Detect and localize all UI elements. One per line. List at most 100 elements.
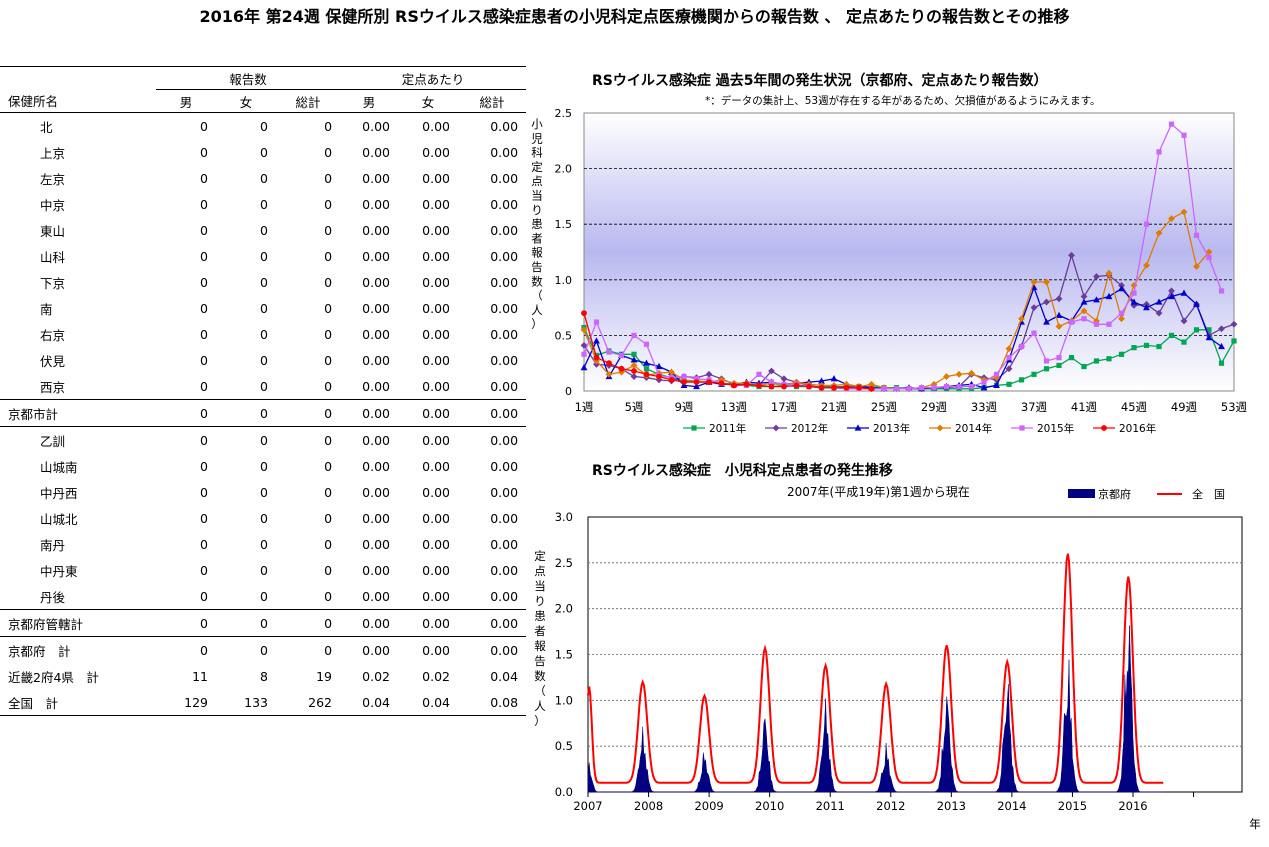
cell-pf: 0.00 (422, 378, 451, 394)
data-point (956, 383, 962, 390)
data-point (881, 386, 887, 392)
x-tick-label: 2010 (755, 799, 784, 813)
data-point (1218, 342, 1225, 350)
data-point (905, 385, 913, 393)
row-name: 丹後 (40, 589, 66, 605)
cell-f: 0 (260, 300, 268, 316)
data-point (955, 383, 963, 390)
row-name: 山科 (40, 249, 66, 265)
cell-pm: 0.00 (362, 432, 391, 448)
cell-t: 0 (324, 432, 333, 448)
data-point (668, 368, 675, 375)
data-point (1106, 321, 1112, 327)
x-tick-label: 29週 (921, 400, 948, 414)
y-tick-label: 2.0 (555, 163, 573, 176)
data-point (731, 381, 737, 387)
data-point (1168, 215, 1175, 223)
data-point (1093, 296, 1100, 303)
cell-f: 0 (260, 642, 268, 658)
data-point (868, 385, 875, 393)
data-point (618, 368, 625, 376)
data-point (1168, 121, 1175, 127)
x-tick-label: 2007 (573, 799, 602, 813)
data-point (755, 379, 763, 386)
data-point (930, 380, 938, 388)
data-point (1155, 298, 1163, 305)
data-point (605, 372, 613, 380)
data-point (981, 385, 987, 391)
data-point (643, 359, 650, 366)
data-point (1156, 149, 1162, 155)
data-point (1168, 332, 1175, 338)
data-point (718, 380, 725, 386)
y-axis-label-char: 患 (534, 609, 546, 623)
legend-label-national: 全 国 (1192, 487, 1225, 501)
cell-pt: 0.00 (490, 378, 519, 394)
cell-t: 0 (324, 615, 333, 631)
y-axis-label-char: 人 (531, 303, 543, 317)
x-tick-label: 2016 (1118, 799, 1147, 813)
table-row: 乙訓 0 0 0 0.00 0.00 0.00 (0, 427, 526, 454)
cell-pt: 0.00 (490, 352, 519, 368)
data-point (1143, 221, 1150, 227)
cell-pt: 0.08 (490, 694, 519, 710)
data-point (830, 384, 838, 392)
data-point (893, 385, 900, 391)
data-point (718, 375, 725, 383)
data-point (1056, 362, 1062, 369)
header-col-male: 男 (179, 94, 193, 110)
data-point (1180, 208, 1188, 216)
data-point (1205, 248, 1213, 256)
cell-pm: 0.00 (362, 588, 391, 604)
cell-pf: 0.00 (422, 536, 451, 552)
x-tick-label: 2011 (816, 799, 845, 813)
legend-marker (772, 424, 780, 432)
cell-f: 0 (260, 326, 268, 342)
cell-f: 0 (260, 588, 268, 604)
table-row: 丹後 0 0 0 0.00 0.00 0.00 (0, 583, 526, 610)
data-point (781, 382, 787, 389)
legend-label: 2014年 (955, 422, 992, 435)
table-row: 南 0 0 0 0.00 0.00 0.00 (0, 295, 526, 321)
cell-pt: 0.00 (490, 536, 519, 552)
x-tick-label: 45週 (1121, 400, 1148, 414)
cell-pt: 0.00 (490, 118, 519, 134)
data-point (580, 364, 588, 371)
cell-t: 0 (324, 484, 333, 500)
data-point (806, 383, 812, 390)
data-point (1130, 281, 1138, 289)
x-tick-label: 2009 (694, 799, 723, 813)
cell-pt: 0.00 (490, 642, 519, 658)
data-point (830, 382, 838, 389)
y-axis-label-char: 科 (531, 146, 543, 160)
data-point (855, 382, 863, 390)
row-name: 乙訓 (40, 433, 66, 449)
y-tick-label: 1.0 (555, 274, 573, 287)
cell-pf: 0.00 (422, 222, 451, 238)
data-point (593, 352, 600, 359)
cell-pm: 0.00 (362, 222, 391, 238)
data-point (818, 384, 825, 391)
data-point (1143, 342, 1150, 349)
cell-pm: 0.00 (362, 536, 391, 552)
data-point (1068, 355, 1075, 361)
data-point (880, 384, 888, 392)
cell-t: 19 (316, 668, 333, 684)
data-point (1118, 285, 1125, 292)
data-point (593, 319, 600, 325)
data-point (581, 310, 587, 317)
x-tick-label: 9週 (675, 400, 694, 414)
data-point (1068, 317, 1075, 325)
row-name: 伏見 (40, 353, 66, 369)
series-line (583, 123, 1223, 390)
cell-m: 0 (200, 196, 208, 212)
data-point (1093, 358, 1100, 364)
data-point (606, 348, 612, 354)
legend-marker (1101, 425, 1107, 431)
data-point (1093, 321, 1100, 327)
y-axis-label-char: 定 (534, 549, 546, 563)
row-name: 京都府管轄計 (8, 616, 84, 632)
data-point (930, 384, 938, 391)
data-point (1080, 293, 1088, 300)
data-point (681, 373, 687, 380)
